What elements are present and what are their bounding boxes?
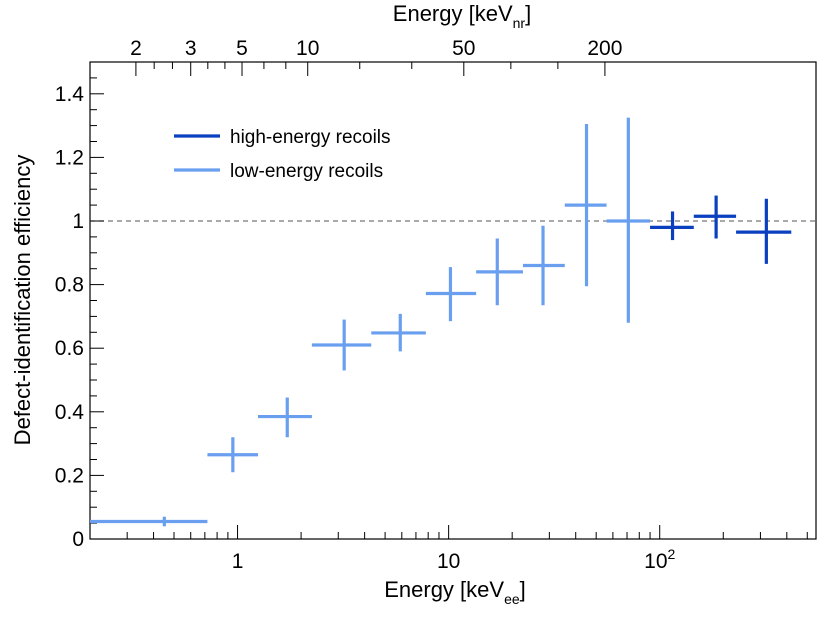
series-high-energy [650, 195, 792, 264]
y-tick-label: 0.6 [55, 337, 84, 360]
x-tick-label: 10 [437, 550, 460, 573]
data-point [650, 211, 694, 241]
data-point [258, 397, 312, 438]
top-tick-label: 2 [130, 37, 142, 60]
data-point [425, 267, 477, 322]
data-point [522, 225, 565, 306]
data-point [207, 437, 259, 473]
y-tick-label: 0.8 [55, 274, 84, 297]
y-tick-label: 0.2 [55, 464, 84, 487]
y-tick-label: 1.2 [55, 146, 84, 169]
y-tick-label: 0 [72, 528, 84, 551]
top-tick-label: 5 [236, 37, 248, 60]
x-tick-label: 102 [644, 546, 675, 573]
axis-ticks: 0 0.2 0.4 0.6 0.8 1 1.2 1.4 1 10 102 2 3 5 10 50 200 [55, 37, 808, 573]
top-tick-label: 3 [185, 37, 197, 60]
series-low-energy [90, 117, 651, 527]
data-point [90, 516, 208, 527]
y-tick-label: 0.4 [55, 401, 85, 424]
top-tick-label: 50 [452, 37, 475, 60]
y-axis-title: Defect-identification efficiency [10, 155, 35, 446]
data-point [564, 124, 607, 287]
data-points [90, 117, 792, 527]
data-point [736, 198, 792, 264]
data-point [311, 319, 372, 371]
top-tick-label: 10 [296, 37, 319, 60]
x-tick-label: 1 [232, 550, 244, 573]
legend: high-energy recoils low-energy recoils [174, 127, 391, 182]
legend-label: low-energy recoils [230, 161, 383, 182]
y-tick-label: 1.4 [55, 83, 85, 106]
legend-label: high-energy recoils [230, 127, 391, 148]
data-point [606, 117, 651, 323]
data-point [476, 238, 523, 306]
top-tick-label: 200 [587, 37, 622, 60]
y-tick-label: 1 [72, 210, 84, 233]
data-point [693, 195, 737, 239]
top-axis-title: Energy [keVnr] [393, 1, 531, 31]
plot-frame [89, 61, 817, 540]
data-point [371, 313, 426, 352]
x-axis-title: Energy [keVee] [384, 577, 526, 607]
